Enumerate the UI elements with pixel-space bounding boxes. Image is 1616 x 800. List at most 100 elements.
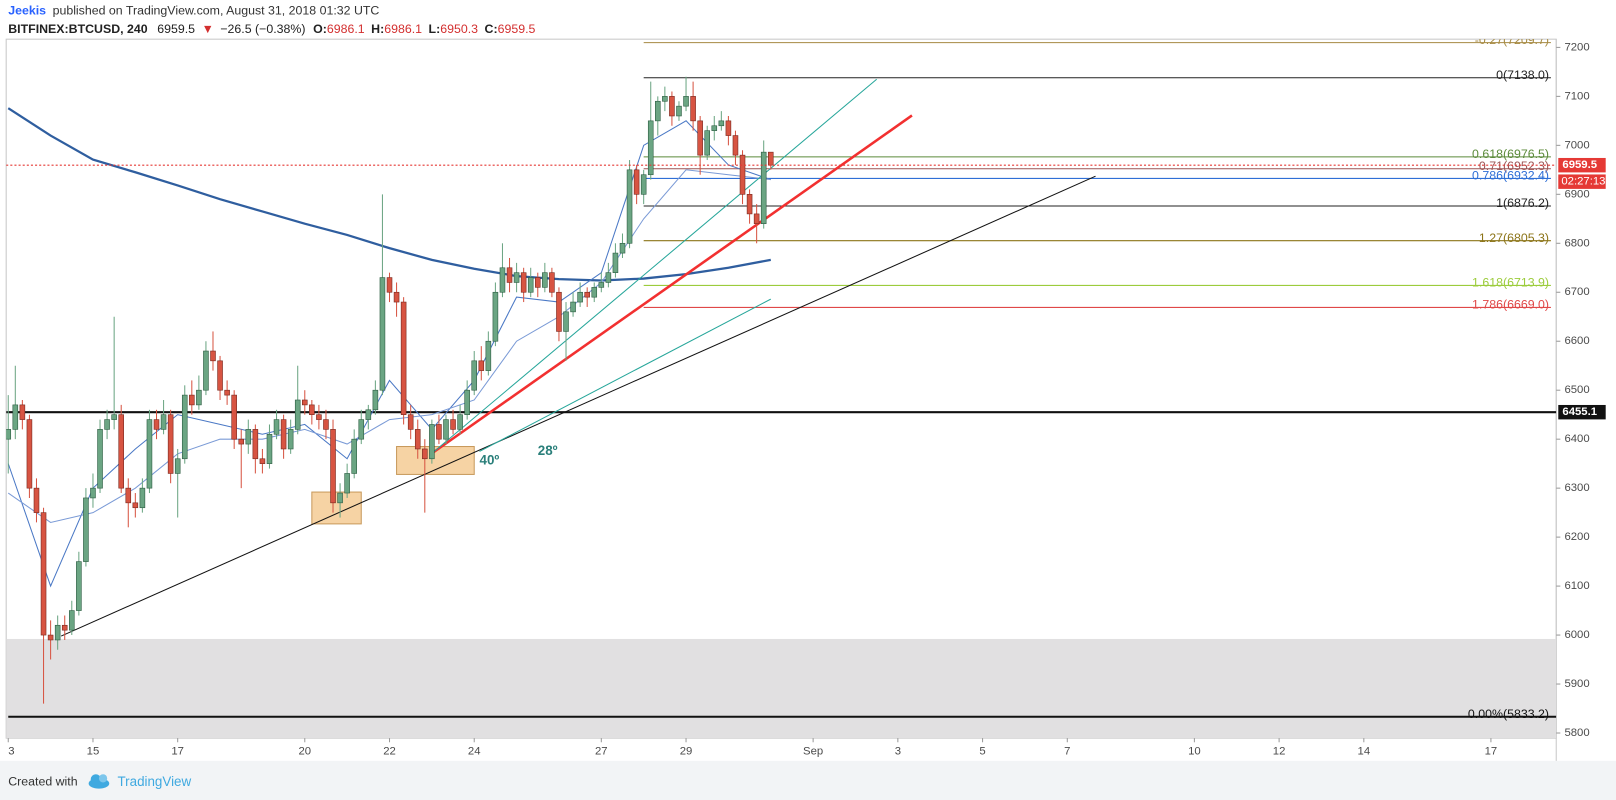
candle-body xyxy=(591,287,598,298)
footer-bar xyxy=(0,760,1616,800)
candle-body xyxy=(407,414,414,430)
candle-body xyxy=(485,340,492,371)
brand-logo[interactable] xyxy=(88,774,110,789)
candle-body xyxy=(429,424,435,460)
angle-annotation: 40º xyxy=(480,452,500,467)
candle-body xyxy=(83,497,89,562)
candle-body xyxy=(690,96,696,122)
candle-body xyxy=(153,419,160,430)
trendline xyxy=(479,298,772,452)
candle-body xyxy=(626,169,633,244)
candle-body xyxy=(386,277,393,293)
candle-body xyxy=(111,414,117,420)
x-tick-label: 17 xyxy=(171,746,184,758)
x-tick-label: 10 xyxy=(1188,746,1201,758)
y-tick-label: 6300 xyxy=(1564,482,1589,494)
y-tick-label: 6800 xyxy=(1564,237,1589,249)
candle-body xyxy=(393,291,400,303)
high-value: 6986.1 xyxy=(384,22,422,36)
candle-body xyxy=(125,487,132,504)
y-tick-label: 6700 xyxy=(1564,286,1589,298)
highlight-box xyxy=(311,491,362,525)
candle-body xyxy=(527,277,534,293)
candle-body xyxy=(718,120,725,127)
candle-body xyxy=(549,272,555,293)
trendline xyxy=(431,114,913,455)
candle-body xyxy=(146,419,153,489)
candle-body xyxy=(379,277,386,391)
low-value: 6950.3 xyxy=(440,22,478,36)
plot-area: -0.27(7209.7) 0(7138.0) 0.618(6976.5)0.71(… xyxy=(6,39,1557,739)
candle-body xyxy=(563,311,569,332)
candle-body xyxy=(464,389,470,415)
y-tick-label: 6600 xyxy=(1564,335,1589,347)
candle-body xyxy=(217,360,223,391)
candle-body xyxy=(499,267,506,293)
published: published on TradingView.com, August 31,… xyxy=(53,4,380,18)
candle-body xyxy=(245,429,252,445)
candle-body xyxy=(210,350,216,362)
candle-body xyxy=(422,448,428,460)
countdown-box xyxy=(1558,174,1606,189)
candle-body xyxy=(330,429,336,504)
candle-body xyxy=(259,458,266,464)
open-value: 6986.1 xyxy=(327,22,365,36)
candle-body xyxy=(633,169,640,195)
candle-body xyxy=(676,105,682,117)
candle-body xyxy=(400,301,407,415)
candle-body xyxy=(358,419,365,440)
candle-body xyxy=(12,404,19,430)
candle-body xyxy=(40,512,47,636)
candle-body xyxy=(669,96,675,117)
y-tick-label: 6400 xyxy=(1564,433,1589,445)
candle-body xyxy=(570,301,576,313)
candle-body xyxy=(478,360,485,371)
candle-body xyxy=(760,151,767,225)
candle-body xyxy=(104,419,110,430)
candle-body xyxy=(704,130,710,156)
y-tick-label: 6000 xyxy=(1564,629,1589,641)
candle-body xyxy=(584,291,590,298)
candle-body xyxy=(238,438,245,445)
zone xyxy=(6,638,1557,739)
candle-body xyxy=(309,404,315,415)
candle-body xyxy=(443,419,449,440)
y-tick-label: 6200 xyxy=(1564,531,1589,543)
x-tick-label: 14 xyxy=(1358,746,1371,758)
author[interactable]: Jeekis xyxy=(8,4,46,18)
last-price: 6959.5 xyxy=(157,22,195,36)
symbol-line: BITFINEX:BTCUSD, 240 6959.5 ▼ −26.5 (−0.… xyxy=(8,22,535,36)
trendline xyxy=(60,175,1096,637)
candle-body xyxy=(598,282,605,288)
symbol: BITFINEX:BTCUSD, 240 xyxy=(8,22,148,36)
x-tick-label: 27 xyxy=(595,746,608,758)
change: −26.5 (−0.38%) xyxy=(220,22,305,36)
moving-average xyxy=(7,107,772,282)
candle-body xyxy=(436,424,442,440)
candle-body xyxy=(224,389,230,396)
y-tick-label: 6900 xyxy=(1564,188,1589,200)
candle-body xyxy=(605,272,612,283)
footer-brand[interactable]: TradingView xyxy=(117,774,191,789)
y-tick-label: 7100 xyxy=(1564,90,1589,102)
candle-body xyxy=(54,624,61,641)
candle-body xyxy=(69,610,75,631)
candle-body xyxy=(506,267,513,283)
fib-label: 0.00%(5833.2) xyxy=(1468,707,1549,721)
candle-body xyxy=(513,272,520,283)
candle-body xyxy=(301,399,308,406)
candle-body xyxy=(287,429,294,450)
candle-body xyxy=(266,433,273,464)
axis-price-box xyxy=(1558,157,1606,173)
x-tick-label: 20 xyxy=(298,746,311,758)
axis-price-box xyxy=(1558,404,1606,420)
candle-body xyxy=(97,429,103,489)
y-tick-label: 7200 xyxy=(1564,41,1589,53)
candle-body xyxy=(647,120,654,176)
candle-body xyxy=(711,125,718,131)
fib-label: 0.618(6976.5) xyxy=(1472,147,1549,161)
moving-average xyxy=(7,169,771,524)
candle-body xyxy=(372,389,379,411)
candle-body xyxy=(203,350,209,391)
candle-body xyxy=(280,419,287,450)
